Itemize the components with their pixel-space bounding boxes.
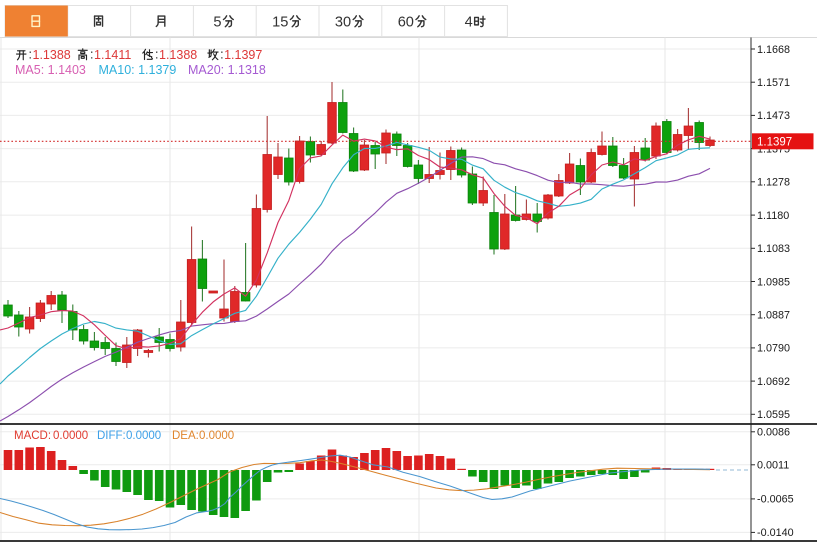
svg-text:-0.0140: -0.0140 (757, 527, 794, 539)
svg-text:1.1180: 1.1180 (757, 210, 789, 222)
svg-text:1.1388: 1.1388 (33, 48, 71, 62)
svg-text:1.0985: 1.0985 (757, 276, 790, 288)
svg-text:0.0000: 0.0000 (53, 430, 88, 442)
svg-text:MACD:: MACD: (14, 430, 51, 442)
svg-text:0.0086: 0.0086 (757, 427, 790, 439)
svg-text:0.0000: 0.0000 (126, 430, 161, 442)
svg-text:0.0000: 0.0000 (199, 430, 234, 442)
svg-text:1.0692: 1.0692 (757, 376, 790, 388)
svg-text:1.0790: 1.0790 (757, 343, 790, 355)
svg-text:1.0595: 1.0595 (757, 409, 790, 421)
svg-text:MA10: 1.1379: MA10: 1.1379 (99, 63, 177, 77)
svg-text:MA5: 1.1403: MA5: 1.1403 (15, 63, 86, 77)
svg-text:1.1397: 1.1397 (224, 48, 262, 62)
svg-text:4: 4 (465, 14, 473, 30)
svg-text:1.0887: 1.0887 (757, 310, 790, 322)
svg-text:DIFF:: DIFF: (97, 430, 126, 442)
svg-text:-0.0065: -0.0065 (757, 494, 794, 506)
svg-text:30: 30 (335, 14, 351, 30)
svg-text:1.1668: 1.1668 (757, 44, 790, 56)
svg-text::: : (90, 48, 93, 62)
svg-text:5: 5 (213, 14, 221, 30)
svg-text:60: 60 (398, 14, 414, 30)
svg-text::: : (220, 48, 223, 62)
svg-text::: : (155, 48, 158, 62)
svg-text:1.1411: 1.1411 (94, 48, 131, 62)
svg-text:1.1397: 1.1397 (757, 137, 792, 149)
svg-text:15: 15 (272, 14, 288, 30)
svg-text::: : (29, 48, 32, 62)
svg-text:MA20: 1.1318: MA20: 1.1318 (188, 63, 266, 77)
svg-text:1.1571: 1.1571 (757, 77, 790, 89)
svg-text:0.0011: 0.0011 (757, 460, 789, 472)
svg-text:1.1473: 1.1473 (757, 110, 790, 122)
svg-text:1.1278: 1.1278 (757, 177, 790, 189)
svg-text:1.1083: 1.1083 (757, 243, 790, 255)
svg-text:1.1388: 1.1388 (159, 48, 197, 62)
svg-text:DEA:: DEA: (172, 430, 199, 442)
